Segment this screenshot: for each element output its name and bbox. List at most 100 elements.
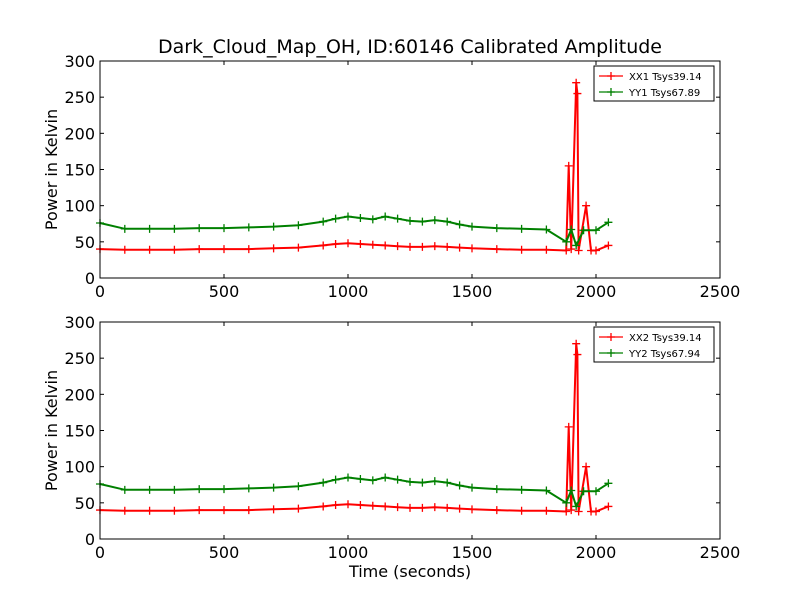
y-tick-label: 300 xyxy=(64,52,95,71)
data-point xyxy=(492,245,501,254)
data-point xyxy=(381,502,390,511)
data-point xyxy=(430,216,439,225)
data-point xyxy=(562,237,571,246)
data-point xyxy=(220,224,228,233)
legend: XX2 Tsys39.14 YY2 Tsys67.94 xyxy=(593,326,715,363)
data-point xyxy=(319,241,328,250)
x-tick-label: 0 xyxy=(95,543,105,562)
data-point xyxy=(418,217,427,226)
data-point xyxy=(331,475,340,484)
data-point xyxy=(604,218,613,227)
data-point xyxy=(468,244,476,253)
data-point xyxy=(368,476,377,485)
data-point xyxy=(406,503,414,512)
data-point xyxy=(381,212,390,221)
plot-frame xyxy=(99,321,721,540)
data-point xyxy=(604,502,613,511)
x-tick-label: 0 xyxy=(95,282,105,301)
x-tick-label: 1500 xyxy=(452,543,493,562)
data-point xyxy=(592,507,600,516)
data-point xyxy=(443,503,452,512)
y-axis-label: Power in Kelvin xyxy=(42,109,61,230)
data-point xyxy=(562,507,571,516)
legend-marker xyxy=(607,349,615,357)
data-point xyxy=(269,222,278,231)
data-point xyxy=(406,242,414,251)
data-point xyxy=(564,422,573,431)
data-point xyxy=(331,214,340,223)
data-point xyxy=(562,498,571,507)
y-tick-label: 250 xyxy=(64,88,95,107)
legend-marker xyxy=(607,88,615,96)
data-point xyxy=(574,246,583,255)
data-point xyxy=(572,502,581,511)
data-point xyxy=(468,483,476,492)
data-point xyxy=(294,243,303,252)
y-tick-label: 50 xyxy=(75,494,95,513)
data-point xyxy=(573,350,582,359)
x-tick-label: 1000 xyxy=(328,282,369,301)
x-tick-label: 2000 xyxy=(576,282,617,301)
data-point xyxy=(220,245,228,254)
data-point xyxy=(542,506,551,515)
data-point xyxy=(344,500,352,509)
data-point xyxy=(331,501,340,510)
chart-title: Dark_Cloud_Map_OH, ID:60146 Calibrated A… xyxy=(158,36,662,58)
data-point xyxy=(542,486,551,495)
y-tick-label: 0 xyxy=(85,269,95,288)
x-tick-label: 2500 xyxy=(700,543,741,562)
data-point xyxy=(368,501,377,510)
data-point xyxy=(579,226,588,235)
data-point xyxy=(381,473,390,482)
data-point xyxy=(294,482,303,491)
x-tick-label: 1000 xyxy=(328,543,369,562)
data-point xyxy=(430,503,439,512)
data-point xyxy=(567,225,576,234)
plot-frame xyxy=(99,60,721,279)
data-point xyxy=(120,224,129,233)
data-point xyxy=(564,161,573,170)
y-tick-label: 100 xyxy=(64,458,95,477)
data-point xyxy=(517,224,526,233)
data-point xyxy=(468,505,476,514)
data-point xyxy=(220,485,228,494)
data-point xyxy=(572,339,581,348)
legend-label: YY2 Tsys67.94 xyxy=(628,349,700,360)
legend-label: XX2 Tsys39.14 xyxy=(629,333,702,344)
data-point xyxy=(244,506,253,515)
x-tick-label: 2000 xyxy=(576,543,617,562)
x-axis-label: Time (seconds) xyxy=(348,562,471,581)
data-point xyxy=(579,487,588,496)
data-point xyxy=(319,217,328,226)
data-point xyxy=(574,507,583,516)
data-point xyxy=(170,485,179,494)
data-point xyxy=(542,245,551,254)
data-point xyxy=(455,504,464,513)
data-point xyxy=(145,506,154,515)
y-tick-label: 200 xyxy=(64,124,95,143)
y-tick-label: 0 xyxy=(85,530,95,549)
top-panel: 0 500 1000 1500 2000 2500 0 50 100 150 200 250 300 Po… xyxy=(42,52,740,301)
y-tick-label: 50 xyxy=(75,233,95,252)
x-tick-label: 500 xyxy=(209,282,240,301)
data-point xyxy=(294,221,303,230)
y-tick-label: 150 xyxy=(64,161,95,180)
data-point xyxy=(120,485,129,494)
data-point xyxy=(145,245,154,254)
data-point xyxy=(294,504,303,513)
series-yy1 xyxy=(96,212,613,250)
y-tick-label: 150 xyxy=(64,422,95,441)
data-point xyxy=(443,478,452,487)
data-point xyxy=(319,478,328,487)
data-point xyxy=(170,506,179,515)
x-tick-label: 500 xyxy=(209,543,240,562)
data-point xyxy=(195,245,204,254)
x-tick-label: 2500 xyxy=(700,282,741,301)
bottom-panel: 0 500 1000 1500 2000 2500 0 50 100 150 200 250 300 Po… xyxy=(42,313,740,581)
data-point xyxy=(145,224,154,233)
data-point xyxy=(331,240,340,249)
data-point xyxy=(592,487,600,496)
data-point xyxy=(517,485,526,494)
data-point xyxy=(455,243,464,252)
data-point xyxy=(604,241,613,250)
